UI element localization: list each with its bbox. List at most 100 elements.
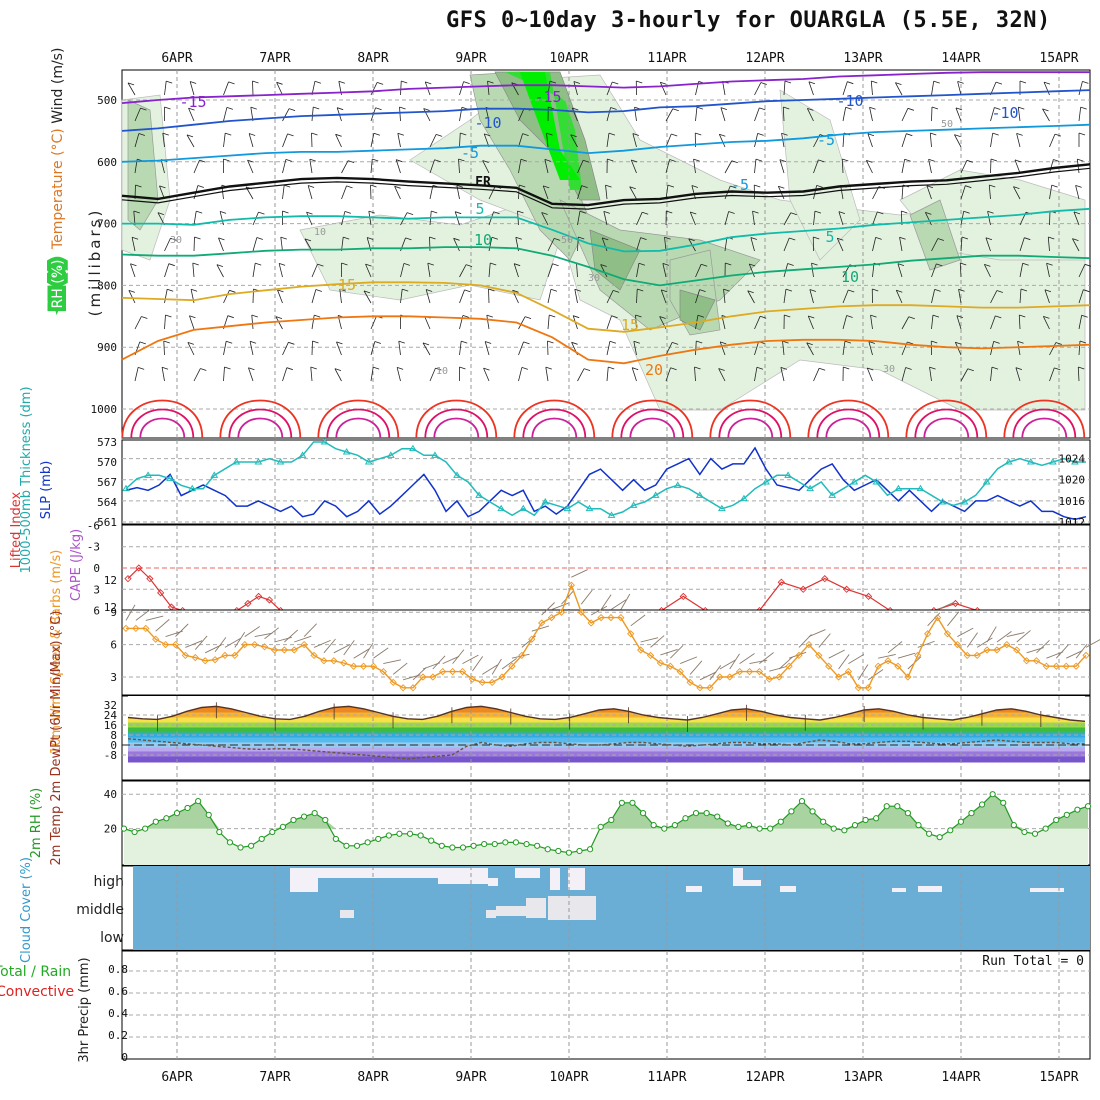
wind-barb-flag bbox=[465, 264, 473, 268]
rh2m-point bbox=[671, 822, 678, 829]
wind10-point bbox=[894, 662, 902, 670]
wind10-point bbox=[656, 659, 665, 667]
wind-barb bbox=[189, 315, 195, 330]
wind10-barbs bbox=[125, 569, 1100, 681]
wind-barb bbox=[754, 159, 757, 174]
wind-barb-flag bbox=[1082, 81, 1089, 84]
rh2m-point bbox=[523, 840, 530, 848]
wind-barb-flag bbox=[456, 184, 463, 188]
series-line-thickness bbox=[125, 441, 1086, 517]
wind-barb-flag bbox=[672, 342, 679, 345]
thickness-point bbox=[784, 471, 792, 478]
wind10-panel-frame bbox=[121, 609, 1091, 696]
wind-barb bbox=[459, 289, 465, 304]
wind10-barb bbox=[294, 635, 312, 643]
rh2m-point bbox=[841, 827, 848, 834]
wind-barb bbox=[925, 212, 932, 226]
wind-barb-flag bbox=[570, 134, 577, 138]
wind10-point bbox=[1003, 640, 1011, 649]
wind-barb-flag bbox=[818, 159, 825, 163]
isotherm-15 bbox=[121, 281, 1091, 333]
wind-barb bbox=[186, 134, 195, 148]
wind10-point bbox=[181, 651, 190, 660]
wind-barb-flag bbox=[423, 108, 430, 111]
wind10-barb bbox=[284, 629, 299, 643]
wind10-barb bbox=[976, 637, 993, 648]
rh2m-point bbox=[205, 811, 212, 818]
wind10-point bbox=[1042, 662, 1051, 670]
rh2m-point bbox=[311, 810, 318, 817]
wind-barb bbox=[576, 263, 578, 278]
wind-barb-flag bbox=[631, 159, 638, 163]
wind-barb bbox=[518, 184, 520, 200]
precip-convective-label: Convective bbox=[0, 984, 74, 1000]
thickness-point bbox=[298, 451, 307, 458]
wind-barb-flag bbox=[640, 237, 647, 240]
wind-barb-flag bbox=[370, 184, 377, 188]
wind-barb bbox=[334, 368, 342, 382]
wind-barb-flag bbox=[313, 106, 320, 110]
wind-barb bbox=[216, 264, 224, 278]
wind10-point bbox=[617, 613, 625, 622]
wind-barb-flag bbox=[549, 80, 557, 84]
contour-label: 15 bbox=[338, 276, 356, 294]
rh2m-point bbox=[968, 810, 975, 817]
rh2m-point bbox=[703, 810, 710, 817]
pressure-tick-600: 600 bbox=[97, 156, 117, 169]
wind-barb-flag bbox=[219, 211, 227, 214]
rh2m-point bbox=[904, 810, 912, 817]
wind-barb-flag bbox=[581, 185, 588, 188]
wind-barb bbox=[577, 185, 582, 200]
rh2m-point bbox=[544, 846, 551, 853]
wind-barb-flag bbox=[750, 237, 758, 240]
wind-barb-flag bbox=[394, 185, 401, 189]
wind10-point bbox=[290, 646, 298, 654]
cloud-fill bbox=[133, 866, 1090, 950]
wind-barb bbox=[247, 159, 254, 174]
wind-barb bbox=[866, 367, 873, 382]
wind-barb-flag bbox=[425, 81, 432, 85]
wind-barb bbox=[484, 341, 490, 356]
wind-barb-flag bbox=[1084, 263, 1092, 267]
wind10-barb bbox=[125, 604, 136, 621]
thickness-point bbox=[122, 484, 130, 492]
rh2m-point bbox=[449, 844, 456, 851]
warm-contour-loop bbox=[433, 417, 480, 439]
wind-barb bbox=[570, 134, 578, 148]
wind-barb bbox=[1014, 159, 1021, 174]
warm-contour-loop bbox=[629, 417, 676, 439]
wind-barb bbox=[813, 211, 816, 226]
warm-contour-loop bbox=[611, 399, 694, 439]
precip-total-label: Total / Rain bbox=[0, 964, 71, 980]
wind-barb bbox=[931, 289, 936, 304]
cloud-clear-block bbox=[438, 868, 488, 884]
wind10-barb bbox=[1006, 632, 1025, 638]
wind-barb-flag bbox=[672, 108, 679, 112]
temp-tick-8: 8 bbox=[110, 729, 117, 742]
wind-barb bbox=[780, 367, 785, 382]
rh2m-label: 2m RH (%) bbox=[29, 788, 44, 859]
wind-barb-flag bbox=[346, 185, 353, 189]
wind-barb-flag bbox=[1077, 158, 1084, 162]
wind-barb bbox=[1078, 107, 1082, 122]
wind-barb bbox=[956, 315, 962, 330]
wind-barb-flag bbox=[783, 106, 790, 110]
wind-barb bbox=[277, 289, 283, 304]
li-tick-6: 6 bbox=[93, 605, 100, 618]
wind10-point bbox=[171, 640, 180, 649]
wind-barb bbox=[750, 237, 755, 252]
rh2m-point bbox=[375, 835, 382, 843]
wind-barb bbox=[1047, 237, 1050, 252]
lifted-index-point bbox=[255, 592, 263, 601]
wind-barb-flag bbox=[955, 341, 962, 345]
warm-contour-loop bbox=[335, 417, 382, 439]
wind10-point bbox=[399, 684, 407, 692]
wind-barb bbox=[990, 315, 996, 330]
wind-barb-flag bbox=[255, 262, 262, 266]
cloud-clear-block bbox=[340, 910, 354, 918]
wind-barb-flag bbox=[140, 107, 147, 111]
wind10-point bbox=[567, 581, 575, 589]
wind-barb bbox=[341, 160, 349, 174]
precip-tick-0.4: 0.4 bbox=[108, 1007, 128, 1020]
